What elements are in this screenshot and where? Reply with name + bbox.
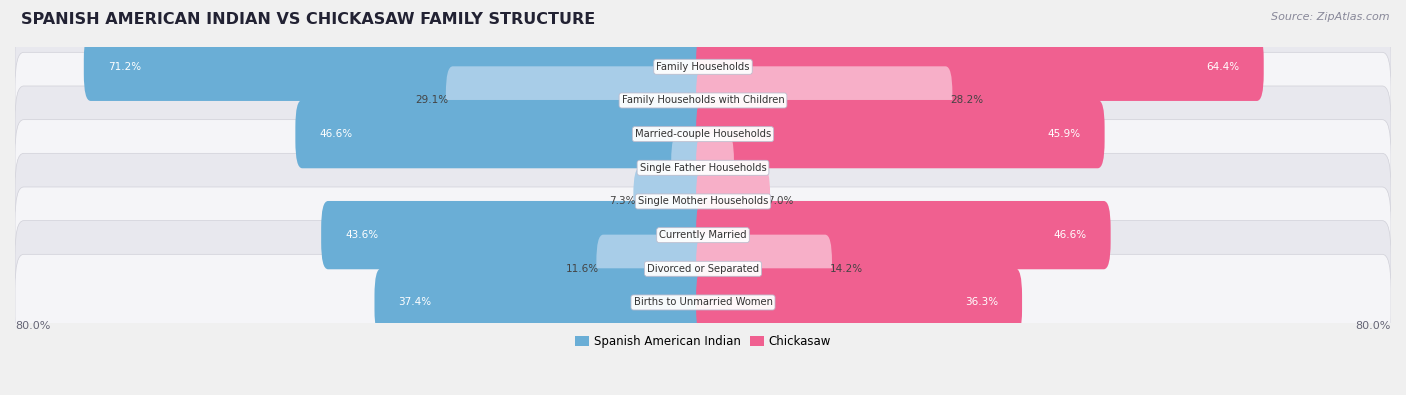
FancyBboxPatch shape bbox=[633, 167, 710, 236]
Text: 37.4%: 37.4% bbox=[398, 297, 432, 307]
Text: 11.6%: 11.6% bbox=[565, 264, 599, 274]
Text: 45.9%: 45.9% bbox=[1047, 129, 1081, 139]
Text: Single Mother Households: Single Mother Households bbox=[638, 196, 768, 207]
Text: 43.6%: 43.6% bbox=[346, 230, 378, 240]
Text: Currently Married: Currently Married bbox=[659, 230, 747, 240]
FancyBboxPatch shape bbox=[696, 201, 1111, 269]
Text: Divorced or Separated: Divorced or Separated bbox=[647, 264, 759, 274]
FancyBboxPatch shape bbox=[295, 100, 710, 168]
Text: 14.2%: 14.2% bbox=[830, 264, 862, 274]
FancyBboxPatch shape bbox=[84, 33, 710, 101]
Text: Married-couple Households: Married-couple Households bbox=[636, 129, 770, 139]
Text: 71.2%: 71.2% bbox=[108, 62, 141, 72]
FancyBboxPatch shape bbox=[15, 221, 1391, 317]
FancyBboxPatch shape bbox=[321, 201, 710, 269]
Text: SPANISH AMERICAN INDIAN VS CHICKASAW FAMILY STRUCTURE: SPANISH AMERICAN INDIAN VS CHICKASAW FAM… bbox=[21, 12, 595, 27]
FancyBboxPatch shape bbox=[15, 254, 1391, 351]
Text: 28.2%: 28.2% bbox=[950, 96, 983, 105]
Text: Source: ZipAtlas.com: Source: ZipAtlas.com bbox=[1271, 12, 1389, 22]
FancyBboxPatch shape bbox=[696, 66, 952, 135]
Text: 36.3%: 36.3% bbox=[965, 297, 998, 307]
FancyBboxPatch shape bbox=[671, 134, 710, 202]
Text: 7.0%: 7.0% bbox=[768, 196, 794, 207]
FancyBboxPatch shape bbox=[696, 167, 770, 236]
FancyBboxPatch shape bbox=[15, 52, 1391, 149]
Text: Births to Unmarried Women: Births to Unmarried Women bbox=[634, 297, 772, 307]
FancyBboxPatch shape bbox=[15, 187, 1391, 283]
Text: Family Households: Family Households bbox=[657, 62, 749, 72]
FancyBboxPatch shape bbox=[696, 134, 734, 202]
FancyBboxPatch shape bbox=[696, 268, 1022, 337]
Text: 80.0%: 80.0% bbox=[15, 321, 51, 331]
FancyBboxPatch shape bbox=[446, 66, 710, 135]
Text: 64.4%: 64.4% bbox=[1206, 62, 1240, 72]
FancyBboxPatch shape bbox=[696, 235, 832, 303]
FancyBboxPatch shape bbox=[15, 86, 1391, 182]
Text: 29.1%: 29.1% bbox=[415, 96, 449, 105]
FancyBboxPatch shape bbox=[596, 235, 710, 303]
FancyBboxPatch shape bbox=[696, 100, 1105, 168]
FancyBboxPatch shape bbox=[15, 19, 1391, 115]
Text: Single Father Households: Single Father Households bbox=[640, 163, 766, 173]
Text: 46.6%: 46.6% bbox=[1053, 230, 1087, 240]
Text: 7.3%: 7.3% bbox=[609, 196, 636, 207]
Text: 80.0%: 80.0% bbox=[1355, 321, 1391, 331]
FancyBboxPatch shape bbox=[15, 120, 1391, 216]
Text: 2.8%: 2.8% bbox=[731, 163, 758, 173]
FancyBboxPatch shape bbox=[696, 33, 1264, 101]
Legend: Spanish American Indian, Chickasaw: Spanish American Indian, Chickasaw bbox=[569, 330, 837, 353]
FancyBboxPatch shape bbox=[15, 153, 1391, 250]
Text: Family Households with Children: Family Households with Children bbox=[621, 96, 785, 105]
Text: 2.9%: 2.9% bbox=[647, 163, 673, 173]
Text: 46.6%: 46.6% bbox=[319, 129, 353, 139]
FancyBboxPatch shape bbox=[374, 268, 710, 337]
